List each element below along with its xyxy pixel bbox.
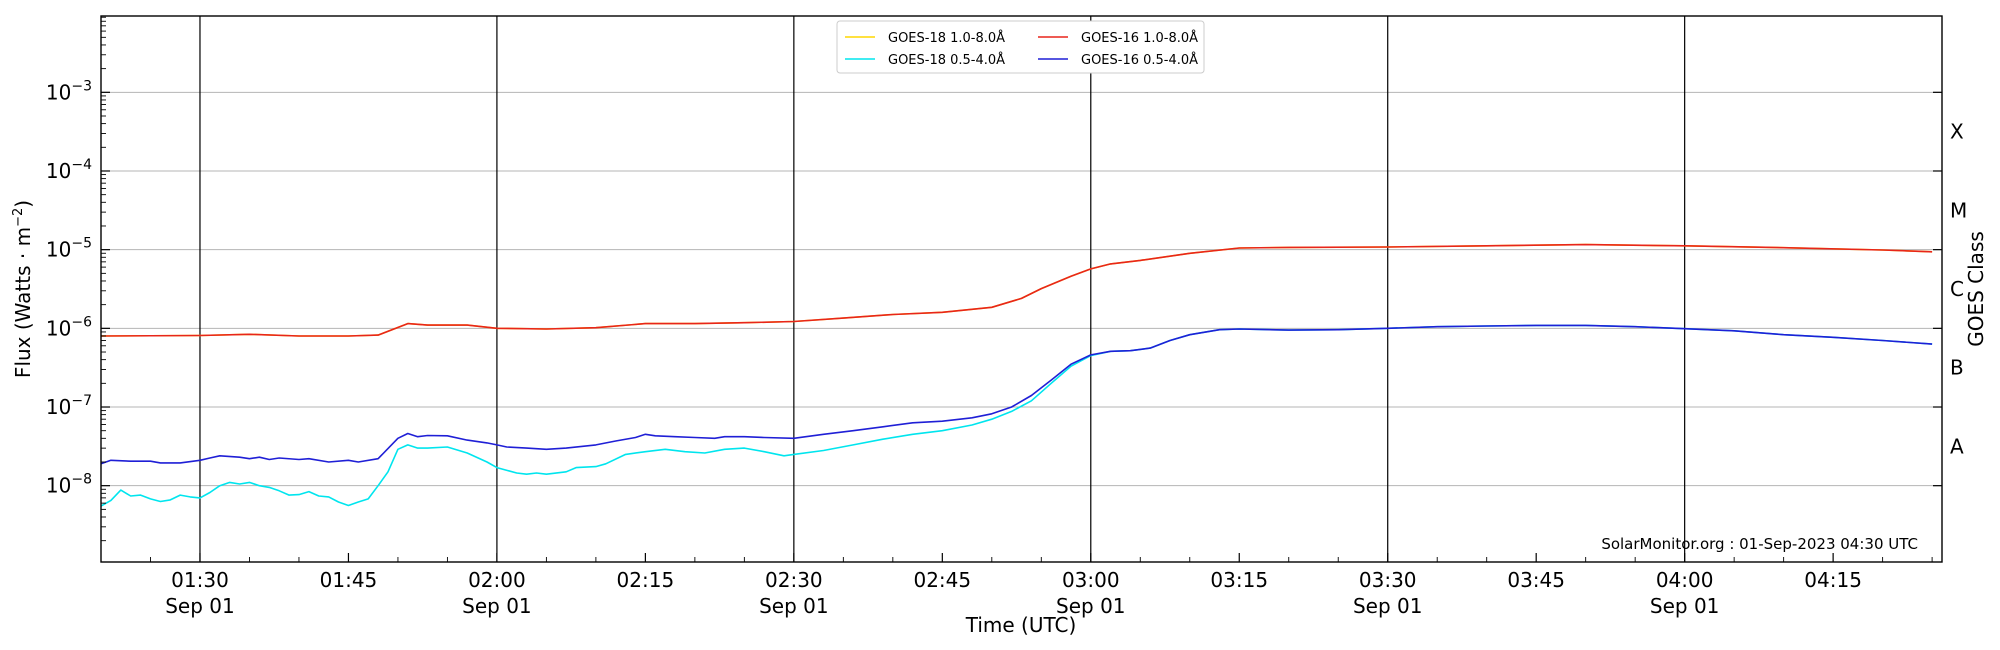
- x-tick-sublabel-8: Sep 01: [1353, 594, 1423, 618]
- x-tick-label-4: 02:30: [765, 568, 823, 592]
- x-tick-sublabel-4: Sep 01: [759, 594, 829, 618]
- x-tick-sublabel-2: Sep 01: [462, 594, 532, 618]
- goes-class-label-c: C: [1950, 277, 1964, 301]
- y-tick-label-5: 10−3: [46, 78, 92, 104]
- y-tick-label-1: 10−7: [46, 393, 92, 419]
- x-tick-label-8: 03:30: [1359, 568, 1417, 592]
- legend-label-1: GOES-16 1.0-8.0Å: [1081, 30, 1198, 46]
- y-tick-label-2: 10−6: [46, 314, 92, 340]
- legend-box: [836, 20, 1205, 74]
- x-tick-label-9: 03:45: [1507, 568, 1565, 592]
- legend: GOES-18 1.0-8.0Å GOES-18 0.5-4.0Å GOES-16 …: [836, 20, 1205, 74]
- x-tick-label-6: 03:00: [1062, 568, 1120, 592]
- y-tick-label-4: 10−4: [46, 157, 92, 183]
- legend-label-0: GOES-18 1.0-8.0Å: [888, 30, 1005, 46]
- y-axis-title-close: ): [11, 200, 35, 208]
- series-layer: [100, 243, 1933, 507]
- series-line-3: [100, 324, 1933, 465]
- y-tick-label-0: 10−8: [46, 472, 92, 498]
- x-tick-label-0: 01:30: [171, 568, 229, 592]
- goes-class-label-b: B: [1950, 356, 1964, 380]
- x-tick-label-1: 01:45: [320, 568, 378, 592]
- x-tick-label-3: 02:15: [617, 568, 675, 592]
- x-tick-sublabel-10: Sep 01: [1650, 594, 1720, 618]
- x-tick-label-5: 02:45: [913, 568, 971, 592]
- x-tick-label-11: 04:15: [1804, 568, 1862, 592]
- x-tick-sublabel-6: Sep 01: [1056, 594, 1126, 618]
- x-tick-label-7: 03:15: [1210, 568, 1268, 592]
- x-tick-label-10: 04:00: [1656, 568, 1714, 592]
- grid-layer: [101, 16, 1942, 562]
- legend-label-2: GOES-18 0.5-4.0Å: [888, 52, 1005, 68]
- y-axis-title-base: Flux (Watts · m: [11, 227, 35, 378]
- legend-label-3: GOES-16 0.5-4.0Å: [1081, 52, 1198, 68]
- goes-class-label-x: X: [1950, 120, 1964, 144]
- goes-class-axis-title: GOES Class: [1964, 231, 1988, 347]
- goes-class-label-m: M: [1950, 198, 1967, 222]
- plot-frame: [100, 15, 1943, 563]
- x-axis-title: Time (UTC): [965, 613, 1077, 637]
- y-tick-label-3: 10−5: [46, 236, 92, 262]
- goes-class-label-a: A: [1950, 434, 1964, 458]
- y-axis-title-exp: −2: [11, 208, 26, 227]
- series-line-1: [100, 243, 1933, 337]
- credit-text: SolarMonitor.org : 01-Sep-2023 04:30 UTC: [1601, 535, 1918, 553]
- y-axis-title: Flux (Watts · m−2): [11, 200, 35, 378]
- x-tick-label-2: 02:00: [468, 568, 526, 592]
- x-tick-sublabel-0: Sep 01: [165, 594, 235, 618]
